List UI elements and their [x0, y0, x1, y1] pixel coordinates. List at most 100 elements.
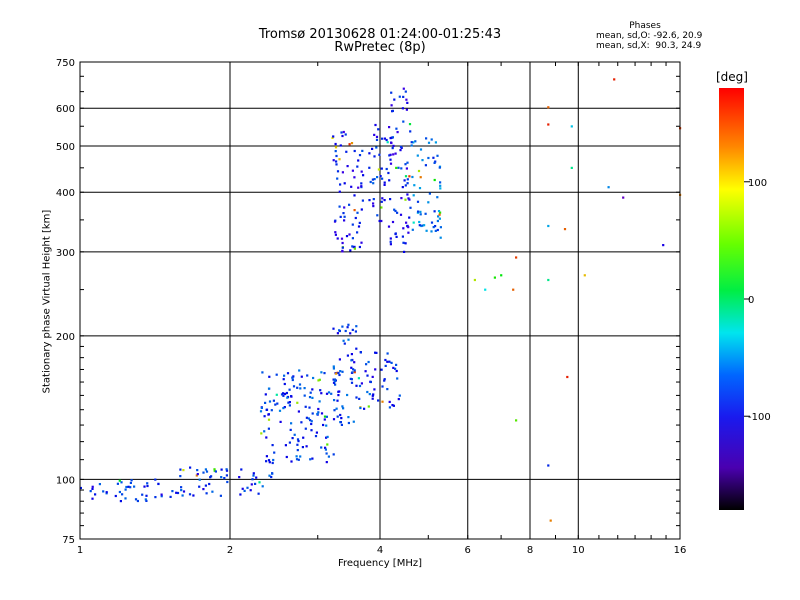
- data-point: [394, 209, 397, 213]
- data-point: [356, 231, 359, 234]
- data-point: [425, 137, 428, 140]
- data-point: [341, 325, 344, 328]
- data-point: [392, 144, 395, 147]
- data-point: [356, 165, 359, 168]
- data-point: [267, 459, 271, 462]
- data-point: [399, 145, 403, 148]
- colorbar-tick-label: 0: [748, 295, 754, 306]
- data-point: [336, 332, 339, 335]
- data-point: [282, 378, 285, 381]
- data-point: [255, 476, 258, 479]
- data-point: [353, 149, 356, 153]
- data-point: [296, 386, 299, 389]
- data-point: [196, 473, 199, 476]
- data-point: [287, 401, 290, 404]
- data-point: [388, 154, 391, 157]
- data-point: [265, 460, 268, 463]
- data-point: [360, 170, 363, 173]
- data-point: [381, 400, 384, 403]
- data-point: [376, 214, 379, 217]
- data-point: [358, 397, 361, 400]
- data-point: [367, 360, 370, 364]
- data-point: [342, 407, 345, 410]
- data-point: [332, 381, 336, 384]
- data-point: [353, 247, 356, 250]
- data-point: [349, 332, 352, 335]
- x-tick-label: 2: [227, 545, 233, 556]
- data-point: [389, 237, 392, 240]
- data-point: [358, 245, 361, 249]
- data-point: [292, 375, 295, 378]
- data-point: [408, 198, 411, 201]
- data-point: [358, 221, 361, 224]
- data-point: [315, 431, 318, 434]
- data-point: [268, 461, 271, 464]
- data-point: [292, 385, 296, 388]
- data-point: [380, 206, 383, 209]
- data-point: [381, 197, 384, 200]
- data-point: [345, 150, 348, 153]
- data-point: [154, 478, 157, 481]
- data-point: [430, 230, 433, 233]
- x-tick-label: 10: [572, 545, 585, 556]
- data-point: [121, 493, 124, 496]
- data-point: [124, 497, 127, 500]
- data-point: [418, 220, 421, 224]
- data-point: [285, 455, 288, 459]
- data-point: [145, 499, 148, 502]
- data-point: [351, 245, 354, 248]
- data-point: [270, 409, 273, 412]
- data-point: [383, 183, 386, 186]
- data-point: [323, 415, 327, 418]
- data-point: [436, 228, 439, 232]
- data-point: [357, 377, 360, 380]
- data-point: [264, 393, 267, 396]
- data-point: [394, 152, 397, 155]
- data-point: [196, 469, 199, 472]
- data-point: [271, 461, 274, 465]
- data-point: [265, 455, 268, 458]
- data-point: [348, 203, 351, 206]
- data-point: [383, 379, 386, 382]
- data-point: [373, 155, 376, 158]
- data-point: [291, 378, 294, 382]
- data-point: [160, 495, 163, 498]
- data-point: [432, 226, 435, 229]
- data-point: [284, 444, 287, 447]
- data-point: [419, 176, 422, 179]
- data-point: [388, 360, 391, 363]
- data-point: [341, 241, 344, 245]
- data-point: [304, 405, 307, 408]
- data-point: [302, 436, 305, 439]
- data-point: [377, 399, 380, 402]
- data-point: [246, 486, 249, 489]
- data-point: [353, 369, 356, 372]
- points-layer: [79, 78, 682, 522]
- data-point: [350, 366, 353, 369]
- data-point: [209, 476, 212, 479]
- data-point: [314, 435, 318, 438]
- data-point: [310, 420, 313, 423]
- data-point: [288, 388, 291, 391]
- data-point: [299, 387, 302, 390]
- y-tick-label: 750: [56, 58, 75, 69]
- data-point: [225, 469, 229, 472]
- data-point: [371, 375, 374, 378]
- data-point: [192, 494, 195, 497]
- data-point: [323, 418, 326, 421]
- data-point: [342, 339, 345, 342]
- data-point: [371, 147, 374, 150]
- data-point: [300, 421, 303, 424]
- data-point: [439, 236, 442, 239]
- data-point: [334, 150, 337, 153]
- data-point: [354, 330, 357, 333]
- data-point: [346, 165, 349, 168]
- data-point: [395, 363, 398, 366]
- grid-layer: [80, 62, 680, 539]
- data-point: [424, 164, 427, 167]
- data-point: [404, 198, 407, 201]
- data-point: [360, 185, 363, 188]
- data-point: [288, 401, 291, 404]
- data-point: [374, 351, 377, 354]
- data-point: [439, 211, 442, 214]
